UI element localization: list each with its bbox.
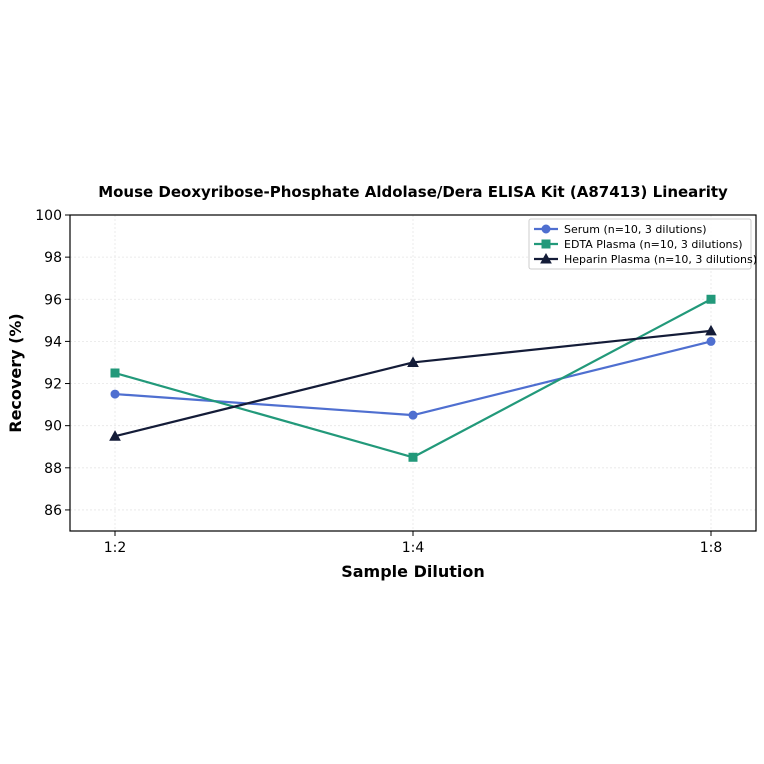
legend-item: Heparin Plasma (n=10, 3 dilutions)	[534, 252, 757, 266]
y-tick-label: 94	[44, 334, 62, 350]
data-point	[706, 294, 716, 304]
data-point	[109, 430, 121, 441]
x-tick-label: 1:4	[402, 540, 425, 556]
legend-marker	[541, 224, 551, 234]
data-point	[407, 356, 419, 367]
y-tick-label: 98	[44, 250, 62, 266]
x-axis: 1:2 1:4 1:8	[104, 531, 723, 556]
legend-marker	[541, 239, 551, 249]
series-2	[110, 294, 716, 462]
legend-marker	[540, 252, 552, 264]
y-tick-label: 96	[44, 292, 62, 308]
y-axis: 86 88 90 92 94 96 98 100	[35, 208, 70, 519]
y-tick-label: 90	[44, 419, 62, 435]
x-tick-label: 1:8	[700, 540, 723, 556]
legend-item: Serum (n=10, 3 dilutions)	[534, 223, 707, 236]
legend-item: EDTA Plasma (n=10, 3 dilutions)	[534, 238, 743, 251]
y-tick-label: 86	[44, 503, 62, 519]
data-point	[706, 336, 716, 346]
chart-title: Mouse Deoxyribose-Phosphate Aldolase/Der…	[98, 183, 728, 201]
legend: Serum (n=10, 3 dilutions) EDTA Plasma (n=…	[528, 218, 757, 270]
legend-label: Serum (n=10, 3 dilutions)	[564, 223, 707, 236]
legend-label: Heparin Plasma (n=10, 3 dilutions)	[564, 253, 757, 266]
data-point	[408, 410, 418, 420]
y-tick-label: 92	[44, 377, 62, 393]
series-3	[109, 324, 717, 441]
data-point	[408, 452, 418, 462]
y-tick-label: 88	[44, 461, 62, 477]
data-point	[110, 389, 120, 399]
data-point	[110, 368, 120, 378]
legend-box	[528, 218, 752, 270]
y-tick-label: 100	[35, 208, 62, 224]
x-axis-title: Sample Dilution	[341, 562, 485, 581]
legend-label: EDTA Plasma (n=10, 3 dilutions)	[564, 238, 743, 251]
series-layer	[109, 294, 717, 462]
data-point	[705, 324, 717, 336]
y-axis-title: Recovery (%)	[6, 313, 25, 432]
x-tick-label: 1:2	[104, 540, 127, 556]
